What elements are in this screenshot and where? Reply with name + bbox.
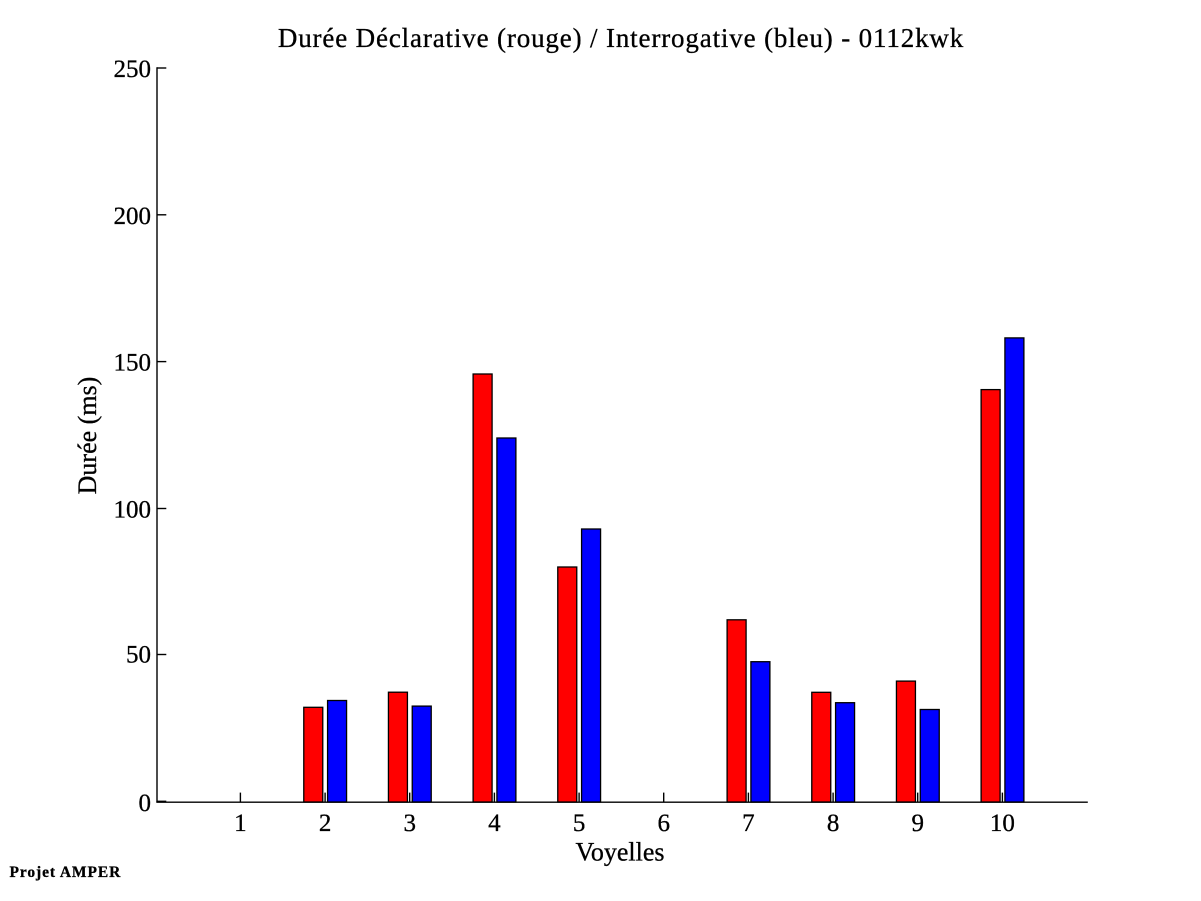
svg-text:5: 5 [573, 810, 586, 837]
svg-text:0: 0 [139, 790, 152, 817]
svg-text:200: 200 [114, 203, 152, 230]
svg-text:8: 8 [827, 810, 840, 837]
svg-text:Projet AMPER: Projet AMPER [10, 864, 122, 881]
svg-text:1: 1 [234, 810, 247, 837]
svg-text:7: 7 [742, 810, 755, 837]
svg-text:Durée Déclarative (rouge) / In: Durée Déclarative (rouge) / Interrogativ… [278, 23, 964, 53]
svg-text:6: 6 [657, 810, 670, 837]
svg-text:100: 100 [114, 497, 152, 524]
svg-text:Voyelles: Voyelles [575, 838, 664, 867]
svg-text:10: 10 [990, 810, 1015, 837]
svg-text:3: 3 [403, 810, 416, 837]
svg-text:2: 2 [319, 810, 332, 837]
svg-text:250: 250 [114, 56, 152, 83]
svg-text:4: 4 [488, 810, 501, 837]
svg-text:50: 50 [126, 642, 151, 669]
svg-text:9: 9 [911, 810, 924, 837]
svg-text:150: 150 [114, 350, 152, 377]
svg-text:Durée (ms): Durée (ms) [73, 377, 102, 495]
